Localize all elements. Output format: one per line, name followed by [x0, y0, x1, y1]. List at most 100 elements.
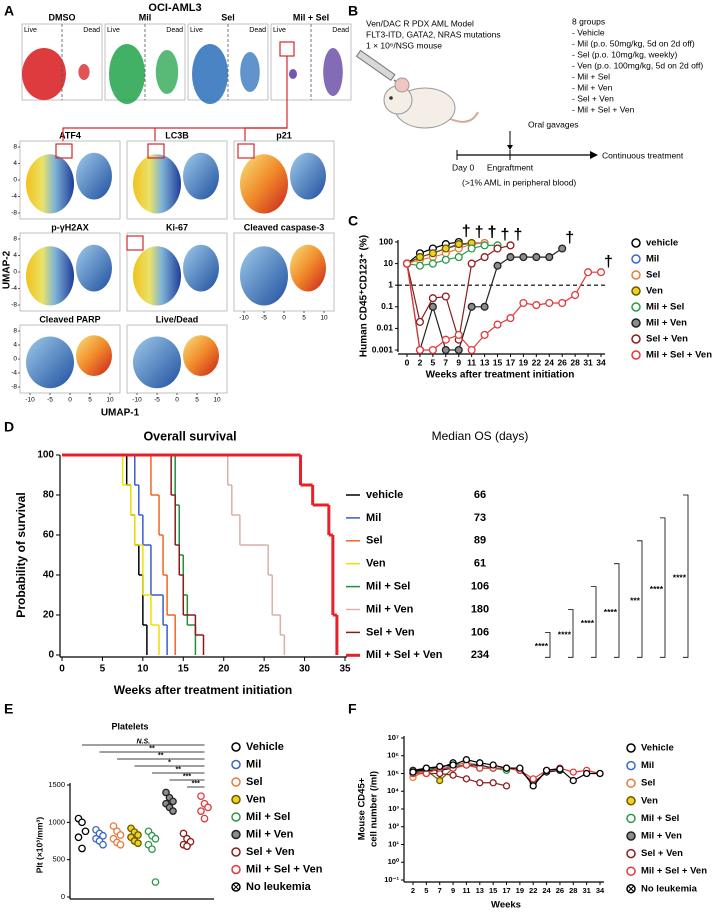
umap-cluster — [76, 244, 112, 292]
x-tick-label: 0 — [282, 315, 286, 322]
gate-label: Dead — [249, 27, 266, 34]
x-tick-label: 25 — [259, 664, 271, 675]
umap-cluster — [240, 154, 288, 214]
x-tick-label: 28 — [569, 886, 577, 895]
x-tick-label: 2 — [418, 357, 423, 367]
data-point — [582, 769, 591, 778]
legend-marker — [631, 334, 641, 344]
data-point — [489, 779, 497, 787]
x-tick-label: 22 — [532, 357, 542, 367]
marker-title: LC3B — [165, 130, 189, 140]
umap-cluster — [323, 48, 343, 96]
umap-cluster — [133, 154, 181, 214]
x-tick-label: 0 — [59, 664, 65, 675]
x-tick-label: -10 — [132, 397, 142, 404]
y-tick-label: 10⁷ — [388, 733, 399, 742]
significance-label: **** — [535, 641, 549, 651]
condition-label: Mil — [139, 12, 152, 22]
legend-marker — [231, 742, 241, 752]
data-point — [596, 769, 604, 778]
gate-label: Live — [107, 27, 120, 34]
x-tick-label: 30 — [299, 664, 311, 675]
legend-label: Mil + Ven — [641, 831, 682, 842]
umap-cluster — [155, 50, 179, 94]
x-tick-label: 10 — [137, 664, 149, 675]
data-point — [480, 241, 489, 250]
legend-label: Mil + Sel + Ven — [366, 649, 443, 661]
y-tick-label: 8 — [13, 328, 17, 335]
y-tick-label: 0 — [13, 177, 17, 184]
x-tick-label: 34 — [596, 357, 606, 367]
data-point — [197, 792, 205, 801]
data-point — [99, 840, 107, 849]
data-point — [78, 844, 86, 853]
legend-label: Mil + Sel — [366, 581, 410, 593]
data-point — [415, 253, 424, 262]
condition-label: Mil + Sel — [293, 12, 329, 22]
median-os: 180 — [471, 603, 489, 615]
connector — [62, 56, 288, 141]
data-point — [441, 244, 450, 253]
umap-cluster — [109, 44, 145, 104]
y-tick-label: 10³ — [388, 804, 399, 813]
y-tick-label: -4 — [11, 193, 17, 200]
y-tick-label: 500 — [52, 855, 65, 864]
data-point — [502, 782, 511, 790]
data-point — [542, 766, 551, 775]
legend-marker-cross — [627, 885, 635, 892]
axis-title: Probability of survival — [14, 492, 28, 617]
significance-label: *** — [630, 595, 641, 605]
median-os: 89 — [474, 535, 486, 547]
umap-cluster — [183, 244, 219, 292]
gate-label: Dead — [332, 27, 349, 34]
y-tick-label: 0 — [13, 269, 17, 276]
data-point — [409, 768, 417, 776]
data-point — [169, 797, 177, 806]
umap-cluster — [26, 154, 74, 214]
data-point — [441, 255, 450, 264]
y-tick-label: 0 — [61, 892, 65, 901]
data-point — [480, 253, 489, 262]
data-point — [489, 761, 497, 769]
legend-label: Mil — [646, 254, 659, 265]
data-point — [415, 261, 424, 270]
umap-cluster — [133, 336, 181, 389]
data-point — [569, 768, 577, 776]
timeline-label: Continuous treatment — [602, 150, 684, 160]
death-marker: † — [565, 230, 574, 247]
legend-marker — [631, 238, 641, 248]
data-point — [467, 302, 476, 311]
legend-label: Mil — [641, 760, 654, 771]
data-point — [134, 831, 142, 839]
significance-bracket — [637, 540, 643, 658]
axis-title: UMAP-1 — [101, 408, 140, 419]
data-point — [109, 822, 118, 830]
marker-title: Cleaved PARP — [39, 314, 100, 324]
significance-bracket — [683, 494, 689, 658]
group-text: - Mil + Sel + Ven — [572, 104, 635, 114]
x-tick-label: 13 — [480, 357, 490, 367]
legend-marker — [626, 831, 636, 841]
umap-cluster — [240, 52, 260, 92]
y-tick-label: 10¹ — [388, 839, 399, 848]
data-point — [516, 764, 524, 772]
data-point — [179, 829, 188, 838]
data-point — [162, 788, 170, 797]
data-point — [428, 249, 437, 258]
umap-cluster — [76, 152, 112, 200]
highlight-box — [126, 235, 144, 251]
data-point — [428, 259, 437, 268]
y-tick-label: -4 — [11, 285, 17, 292]
axis-title: Human CD45⁺CD123⁺ (%) — [359, 235, 370, 357]
median-os: 66 — [474, 489, 486, 501]
significance-label: **** — [650, 584, 664, 594]
data-point — [428, 345, 437, 355]
significance-label: *** — [183, 773, 191, 780]
legend-label: Sel + Ven — [646, 334, 688, 345]
x-tick-label: 5 — [195, 397, 199, 404]
x-tick-label: 5 — [100, 664, 106, 675]
data-point — [584, 268, 593, 277]
x-tick-label: 19 — [519, 357, 529, 367]
data-point — [493, 320, 502, 329]
data-point — [151, 834, 160, 843]
